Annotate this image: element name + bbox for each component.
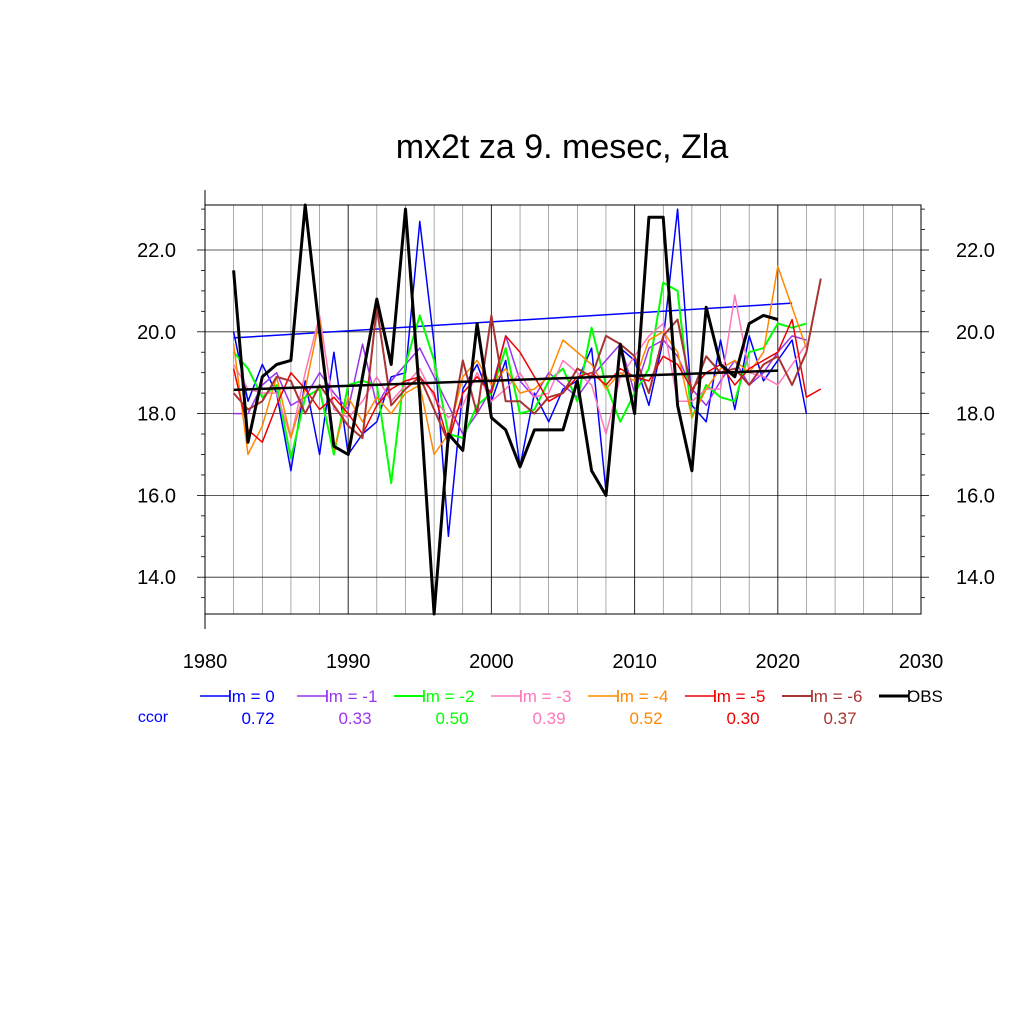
plot-border bbox=[204, 204, 922, 615]
y-tick-label-right: 18.0 bbox=[956, 404, 995, 426]
y-tick-label-right: 14.0 bbox=[956, 567, 995, 589]
y-tick-label-right: 22.0 bbox=[956, 240, 995, 262]
x-tick-label: 2000 bbox=[469, 651, 514, 673]
y-tick-label-left: 14.0 bbox=[137, 567, 176, 589]
x-tick-label: 1980 bbox=[183, 651, 228, 673]
y-tick-label-left: 18.0 bbox=[137, 404, 176, 426]
legend-label: lm = -1 bbox=[325, 687, 377, 706]
legend-label: OBS bbox=[907, 687, 943, 706]
legend-label: lm = -3 bbox=[519, 687, 571, 706]
legend-label: lm = -4 bbox=[616, 687, 668, 706]
trend-line bbox=[233, 369, 778, 392]
series-line bbox=[232, 294, 808, 439]
ccor-value: 0.52 bbox=[629, 709, 662, 728]
y-tick-label-left: 16.0 bbox=[137, 485, 176, 507]
legend-label: lm = -6 bbox=[810, 687, 862, 706]
ccor-label: ccor bbox=[138, 709, 169, 726]
ccor-value: 0.50 bbox=[435, 709, 468, 728]
trend-line bbox=[233, 302, 793, 339]
y-tick-label-left: 20.0 bbox=[137, 322, 176, 344]
ccor-value: 0.30 bbox=[726, 709, 759, 728]
x-tick-label: 2010 bbox=[612, 651, 657, 673]
ccor-value: 0.39 bbox=[532, 709, 565, 728]
legend-label: lm = -5 bbox=[713, 687, 765, 706]
x-tick-label: 1990 bbox=[326, 651, 371, 673]
y-tick-label-right: 16.0 bbox=[956, 485, 995, 507]
axis-ticks: 1980 1990 2000 2010 2020 2030 14.0 14.0 16.0 16.0… bbox=[137, 208, 995, 673]
y-tick-label-right: 20.0 bbox=[956, 322, 995, 344]
y-tick-label-left: 22.0 bbox=[137, 240, 176, 262]
ccor-value: 0.33 bbox=[338, 709, 371, 728]
ccor-value: 0.37 bbox=[823, 709, 856, 728]
chart-title: mx2t za 9. mesec, Zla bbox=[396, 128, 729, 166]
ccor-value: 0.72 bbox=[241, 709, 274, 728]
legend-label: lm = -2 bbox=[422, 687, 474, 706]
series-layer bbox=[232, 203, 822, 616]
series-line bbox=[232, 203, 779, 616]
legend-label: lm = 0 bbox=[228, 687, 275, 706]
x-tick-label: 2030 bbox=[899, 651, 944, 673]
x-tick-label: 2020 bbox=[756, 651, 801, 673]
legend: lm = 0 0.72 lm = -1 0.33 lm = -2 0.50 lm = -3 0… bbox=[138, 687, 943, 728]
plot-frame bbox=[204, 190, 922, 629]
